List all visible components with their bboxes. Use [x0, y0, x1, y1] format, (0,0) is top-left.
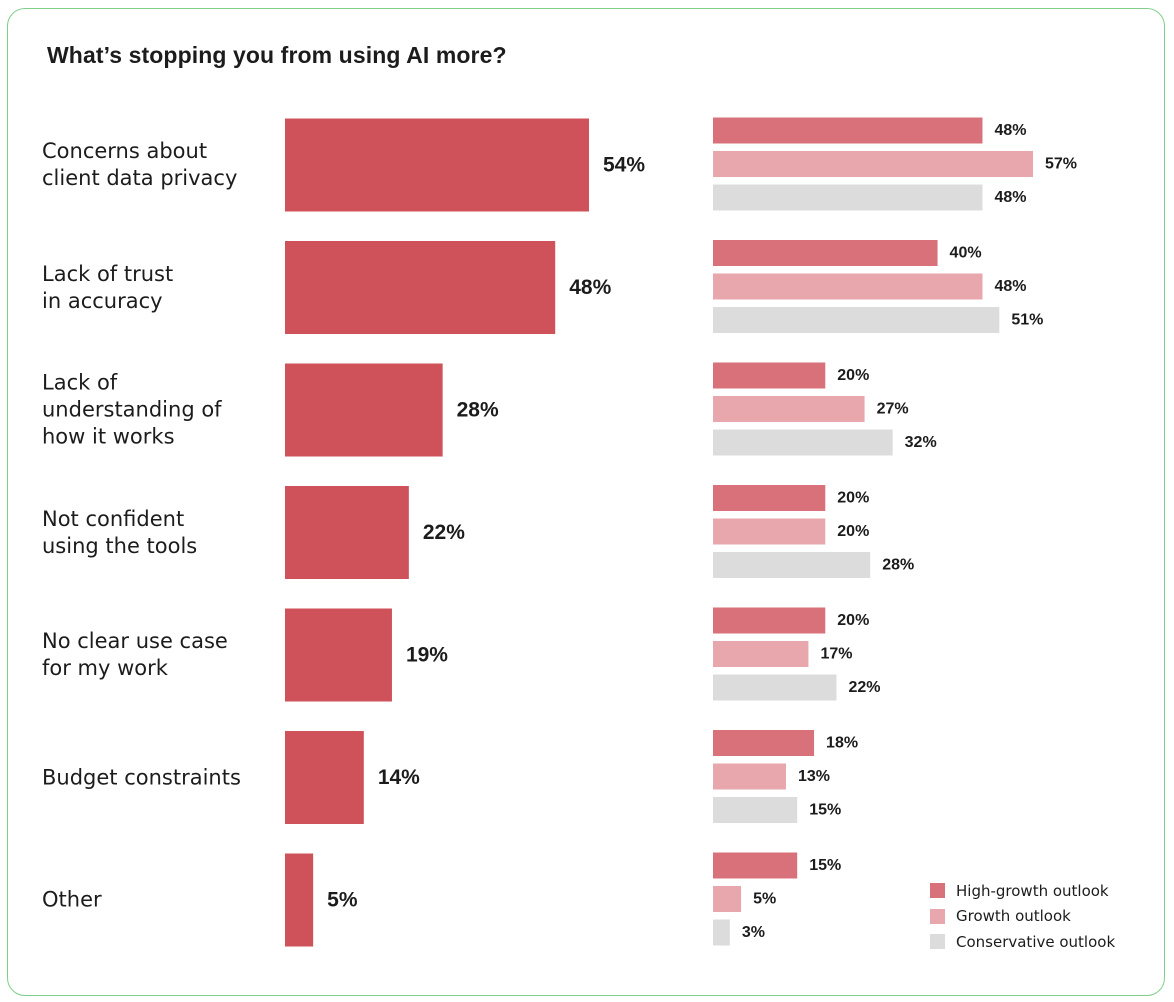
legend-label: Conservative outlook: [956, 932, 1116, 951]
segment-value-label: 40%: [950, 245, 982, 262]
segment-value-label: 20%: [837, 490, 869, 507]
legend-item: Conservative outlook: [930, 929, 1115, 955]
overall-bar: [285, 853, 314, 947]
segment-bar: [713, 307, 1000, 333]
category-label: Lack of trust in accuracy: [42, 261, 174, 313]
legend-label: High-growth outlook: [956, 881, 1109, 900]
legend-item: Growth outlook: [930, 904, 1115, 930]
segment-bar: [713, 184, 983, 211]
category-label: Not confident using the tools: [42, 506, 198, 558]
overall-value-label: 14%: [378, 766, 420, 789]
segment-bar: [713, 607, 826, 634]
segment-bar: [713, 518, 826, 545]
segment-bar: [713, 797, 798, 823]
segment-bar: [713, 273, 983, 300]
legend-label: Growth outlook: [956, 907, 1071, 926]
segment-value-label: 48%: [994, 278, 1026, 295]
segment-value-label: 22%: [849, 679, 881, 696]
segment-value-label: 57%: [1045, 156, 1077, 173]
segment-value-label: 18%: [826, 735, 858, 752]
segment-value-label: 27%: [877, 401, 909, 418]
segment-bar: [713, 552, 871, 578]
segment-bar: [713, 886, 742, 912]
legend-swatch: [930, 883, 945, 899]
segment-bar: [713, 852, 798, 879]
overall-value-label: 5%: [327, 889, 358, 912]
legend-swatch: [930, 908, 945, 924]
segment-value-label: 48%: [994, 189, 1026, 206]
segment-value-label: 3%: [742, 924, 765, 941]
overall-bar: [285, 608, 392, 702]
overall-value-label: 48%: [569, 276, 611, 299]
segment-value-label: 28%: [882, 557, 914, 574]
overall-bar: [285, 241, 556, 334]
category-label: Other: [42, 887, 102, 912]
segment-bar: [713, 641, 809, 667]
category-label: Concerns about client data privacy: [42, 139, 238, 190]
segment-bar: [713, 730, 815, 756]
segment-value-label: 15%: [809, 857, 841, 874]
legend: High-growth outlook Growth outlook Conserv…: [930, 878, 1115, 955]
overall-bar: [285, 363, 443, 457]
segment-value-label: 15%: [809, 802, 841, 819]
chart-title: What’s stopping you from using AI more?: [47, 42, 507, 68]
segment-value-label: 48%: [994, 122, 1026, 139]
segment-value-label: 17%: [820, 646, 852, 663]
segment-value-label: 20%: [837, 367, 869, 384]
overall-value-label: 22%: [423, 521, 465, 544]
overall-value-label: 28%: [457, 399, 499, 422]
segment-value-label: 51%: [1011, 312, 1043, 329]
category-label: Lack of understanding of how it works: [42, 370, 222, 449]
segment-value-label: 20%: [837, 612, 869, 629]
legend-swatch: [930, 934, 945, 950]
overall-value-label: 54%: [603, 154, 645, 177]
segment-value-label: 5%: [753, 891, 776, 908]
segment-bar: [713, 674, 837, 701]
segment-bar: [713, 396, 865, 422]
segment-bar: [713, 485, 826, 511]
segment-value-label: 20%: [837, 523, 869, 540]
segment-bar: [713, 151, 1033, 177]
overall-bar: [285, 486, 409, 579]
overall-bar: [285, 731, 364, 824]
segment-bar: [713, 362, 826, 389]
category-label: No clear use case for my work: [42, 629, 228, 680]
segment-bar: [713, 919, 730, 946]
category-label: Budget constraints: [42, 765, 241, 789]
segment-value-label: 32%: [905, 434, 937, 451]
segment-bar: [713, 117, 983, 144]
segment-bar: [713, 240, 938, 266]
overall-bar: [285, 118, 589, 212]
overall-value-label: 19%: [406, 644, 448, 667]
segment-value-label: 13%: [798, 768, 830, 785]
segment-bar: [713, 763, 786, 790]
legend-item: High-growth outlook: [930, 878, 1115, 904]
segment-bar: [713, 429, 893, 456]
